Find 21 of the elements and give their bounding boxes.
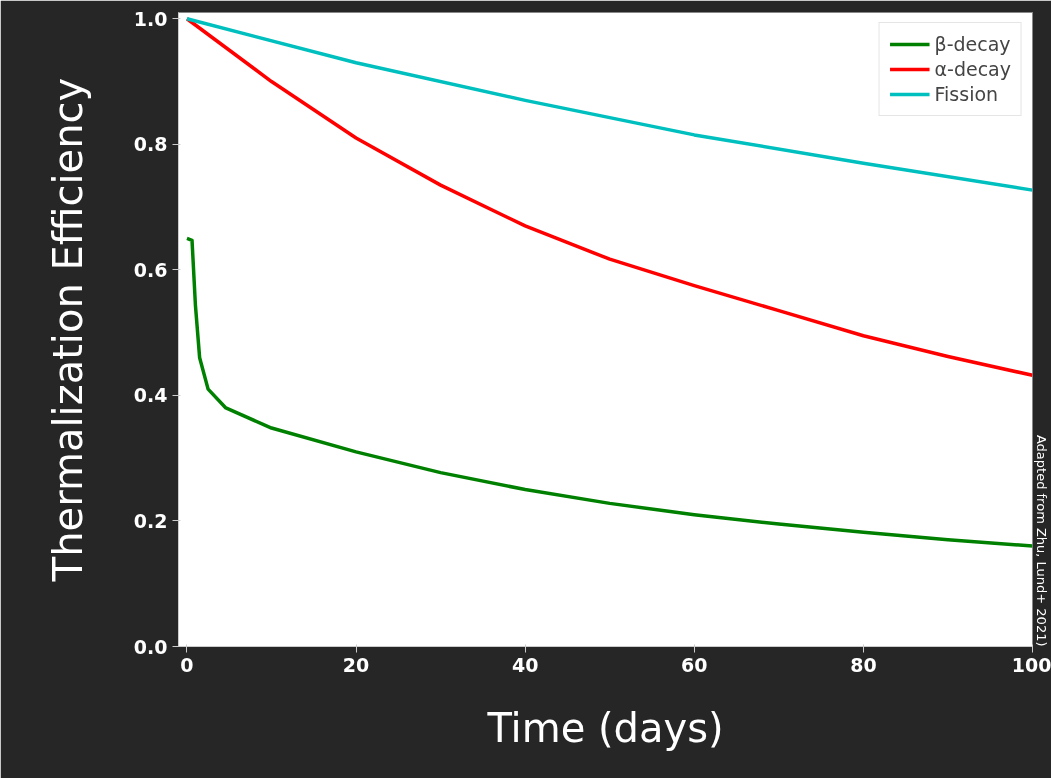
y-tick-label: 0.2 [133,509,168,532]
legend-label: α-decay [934,58,1011,80]
x-tick-label: 100 [1011,653,1051,676]
y-tick-label: 0.0 [133,635,168,658]
line-series [185,17,1033,378]
x-tick-label: 40 [511,653,539,676]
x-tick-label: 80 [850,653,877,676]
y-tick-label: 0.6 [133,258,168,281]
line-series [185,17,1033,192]
y-axis-title: Thermalization Efficiency [44,77,91,583]
legend-label: β-decay [934,33,1011,55]
x-tick-label: 0 [180,653,194,676]
legend-label: Fission [934,83,999,105]
x-axis-title: Time (days) [486,704,724,751]
text: Adapted from Zhu, Lund+ 2021) [1033,434,1049,647]
y-tick-label: 1.0 [133,7,168,30]
y-tick-label: 0.8 [133,133,168,156]
line-series [185,236,1033,548]
x-tick-label: 60 [681,653,708,676]
y-tick-label: 0.4 [133,384,168,407]
x-tick-label: 20 [342,653,370,676]
